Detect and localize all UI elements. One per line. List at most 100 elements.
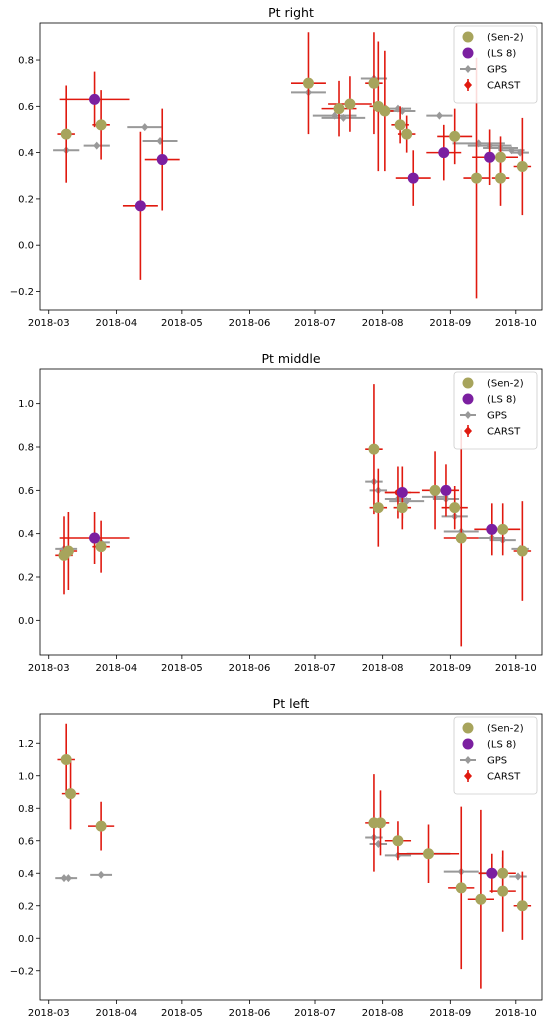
gps-marker <box>93 141 101 150</box>
chart-title: Pt middle <box>261 351 320 366</box>
legend-entry: (LS 8) <box>462 738 516 751</box>
sen2-marker <box>396 502 408 514</box>
legend-marker <box>462 47 474 59</box>
chart-title: Pt right <box>268 5 314 20</box>
y-tick-label: 1.0 <box>18 399 34 410</box>
y-tick-label: −0.2 <box>10 287 34 298</box>
y-tick-label: 0.2 <box>18 901 34 912</box>
legend-label: (Sen-2) <box>487 724 524 735</box>
y-tick-label: −0.2 <box>10 966 34 977</box>
ls8-marker <box>440 484 452 496</box>
sen2-marker <box>368 77 380 89</box>
legend-label: GPS <box>487 756 507 767</box>
gps-marker <box>64 874 72 883</box>
y-tick-label: 1.0 <box>18 771 34 782</box>
legend-label: CARST <box>487 427 521 438</box>
sen2-marker <box>95 119 107 131</box>
x-tick-label: 2018-05 <box>161 663 203 674</box>
x-tick-label: 2018-07 <box>294 663 336 674</box>
sen2-marker <box>516 161 528 172</box>
gps-point <box>321 113 366 122</box>
x-tick-label: 2018-03 <box>28 1008 70 1019</box>
sen2-marker <box>471 172 483 184</box>
x-tick-label: 2018-04 <box>95 318 137 329</box>
y-tick-label: 0.6 <box>18 486 34 497</box>
y-tick-label: 0.0 <box>18 934 34 945</box>
legend-entry: CARST <box>464 770 521 783</box>
ls8-marker <box>89 93 101 105</box>
sen2-marker <box>372 502 384 514</box>
x-tick-label: 2018-10 <box>495 1008 537 1019</box>
x-tick-label: 2018-08 <box>362 318 404 329</box>
legend-marker <box>464 80 472 90</box>
y-tick-label: 0.4 <box>18 869 34 880</box>
x-tick-label: 2018-07 <box>294 1008 336 1019</box>
x-tick-label: 2018-03 <box>28 318 70 329</box>
ls8-marker <box>486 867 498 879</box>
legend: (Sen-2) (LS 8) GPS CARST <box>453 716 538 795</box>
legend-label: CARST <box>487 772 521 783</box>
y-tick-label: 0.8 <box>18 56 34 67</box>
legend-label: (LS 8) <box>487 395 516 406</box>
y-tick-label: 0.6 <box>18 836 34 847</box>
plot-frame <box>39 22 543 311</box>
legend-box <box>453 25 538 104</box>
x-tick-label: 2018-07 <box>294 318 336 329</box>
chart-panel: Pt right 2018-03 2018-04 2018-05 2018-06 2018… <box>10 5 543 329</box>
ls8-marker <box>134 200 146 212</box>
ls8-marker <box>438 147 450 159</box>
legend-entry: CARST <box>464 425 521 438</box>
ls8-marker <box>396 487 408 498</box>
sen2-marker <box>497 867 509 879</box>
legend-entry: CARST <box>464 79 521 92</box>
sen2-marker <box>455 532 467 544</box>
x-tick-label: 2018-09 <box>429 663 471 674</box>
sen2-marker <box>302 77 314 89</box>
legend-label: (Sen-2) <box>487 379 524 390</box>
gps-point <box>509 872 527 881</box>
x-tick-label: 2018-09 <box>429 318 471 329</box>
legend-label: (LS 8) <box>487 49 516 60</box>
gps-marker <box>141 123 149 132</box>
legend-entry: GPS <box>460 411 507 422</box>
legend-marker <box>462 738 474 750</box>
legend-entry: (LS 8) <box>462 393 516 406</box>
x-tick-label: 2018-09 <box>429 1008 471 1019</box>
sen2-marker <box>368 443 380 455</box>
legend-marker <box>464 411 472 419</box>
legend-entry: (Sen-2) <box>462 722 524 735</box>
x-tick-label: 2018-06 <box>229 663 271 674</box>
gps-point <box>59 874 78 883</box>
ls8-marker <box>156 154 168 166</box>
x-tick-label: 2018-10 <box>495 663 537 674</box>
ls8-marker <box>484 151 496 163</box>
sen2-marker <box>62 545 74 557</box>
y-tick-label: 0.8 <box>18 804 34 815</box>
gps-point <box>127 123 163 132</box>
y-tick-label: 0.2 <box>18 194 34 205</box>
gps-marker <box>97 870 105 879</box>
gps-point <box>83 141 110 150</box>
sen2-marker <box>95 541 107 553</box>
sen2-marker <box>344 98 356 110</box>
sen2-marker <box>495 151 507 163</box>
ls8-marker <box>89 532 101 544</box>
sen2-marker <box>423 848 435 860</box>
x-tick-label: 2018-05 <box>161 1008 203 1019</box>
sen2-marker <box>333 103 345 115</box>
chart-title: Pt left <box>273 696 310 711</box>
sen2-marker <box>379 105 391 117</box>
legend-marker <box>464 771 472 781</box>
sen2-marker <box>429 484 441 496</box>
sen2-marker <box>475 893 487 905</box>
legend-marker <box>462 393 474 405</box>
sen2-marker <box>516 900 528 912</box>
gps-point <box>90 870 113 879</box>
legend-marker <box>462 31 474 43</box>
legend-entry: (Sen-2) <box>462 377 524 390</box>
ls8-marker <box>486 523 498 535</box>
sen2-marker <box>60 754 72 765</box>
sen2-marker <box>65 788 77 800</box>
legend-marker <box>464 756 472 764</box>
